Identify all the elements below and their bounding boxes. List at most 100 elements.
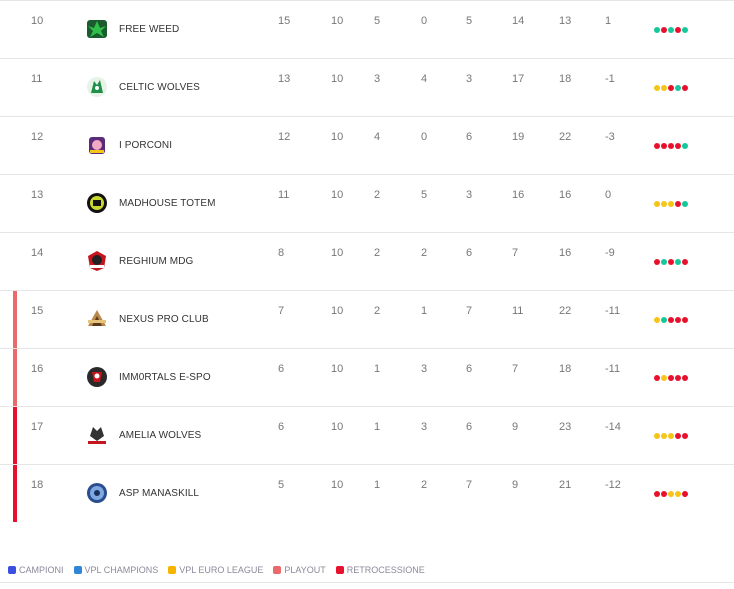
goals-for-cell: 19 — [512, 131, 525, 143]
position-cell: 10 — [31, 15, 44, 27]
points-cell: 7 — [278, 305, 285, 317]
legend-swatch — [335, 566, 344, 574]
goal-diff-cell: -9 — [605, 247, 615, 259]
goals-against-cell: 13 — [559, 15, 572, 27]
form-dot-loss — [682, 433, 688, 439]
legend-swatch — [168, 566, 177, 574]
legend-label: VPL EURO LEAGUE — [179, 565, 264, 575]
form-dot-loss — [668, 143, 674, 149]
losses-cell: 3 — [466, 73, 473, 85]
draws-cell: 5 — [421, 189, 428, 201]
team-name-link[interactable]: I PORCONI — [119, 140, 173, 151]
points-cell: 6 — [278, 421, 285, 433]
points-cell: 5 — [278, 479, 285, 491]
played-cell: 10 — [331, 73, 344, 85]
position-cell: 13 — [31, 189, 44, 201]
goals-for-cell: 7 — [512, 247, 519, 259]
table-row[interactable]: 14 REGHIUM MDG 8 10 2 2 6 7 16 -9 — [0, 232, 734, 290]
goal-diff-cell: 1 — [605, 15, 612, 27]
goals-against-cell: 23 — [559, 421, 572, 433]
team-name-link[interactable]: FREE WEED — [119, 24, 180, 35]
goals-against-cell: 16 — [559, 247, 572, 259]
table-row[interactable]: 17 AMELIA WOLVES 6 10 1 3 6 9 23 -14 — [0, 406, 734, 464]
legend: CAMPIONI VPL CHAMPIONS VPL EURO LEAGUE PLAY… — [8, 563, 425, 577]
form-dot-win — [668, 27, 674, 33]
wins-cell: 4 — [374, 131, 381, 143]
team-name-link[interactable]: REGHIUM MDG — [119, 256, 194, 267]
playout-zone-indicator — [13, 291, 17, 348]
table-row[interactable]: 13 MADHOUSE TOTEM 11 10 2 5 3 16 16 0 — [0, 174, 734, 232]
reghium-mdg-logo — [86, 250, 108, 272]
table-row[interactable]: 18 ASP MANASKILL 5 10 1 2 7 9 21 -12 — [0, 464, 734, 522]
form-dot-loss — [654, 375, 660, 381]
wins-cell: 2 — [374, 189, 381, 201]
legend-label: CAMPIONI — [19, 565, 64, 575]
draws-cell: 2 — [421, 479, 428, 491]
form-dot-win — [675, 85, 681, 91]
team-name-link[interactable]: ASP MANASKILL — [119, 488, 200, 499]
retrocessione-zone-indicator — [13, 465, 17, 522]
form-dot-loss — [675, 317, 681, 323]
wins-cell: 3 — [374, 73, 381, 85]
draws-cell: 0 — [421, 131, 428, 143]
losses-cell: 6 — [466, 131, 473, 143]
legend-label: VPL CHAMPIONS — [84, 565, 159, 575]
position-cell: 17 — [31, 421, 44, 433]
form-dot-win — [675, 259, 681, 265]
played-cell: 10 — [331, 305, 344, 317]
played-cell: 10 — [331, 247, 344, 259]
position-cell: 15 — [31, 305, 44, 317]
losses-cell: 6 — [466, 421, 473, 433]
form-dot-loss — [668, 85, 674, 91]
wins-cell: 2 — [374, 305, 381, 317]
position-cell: 16 — [31, 363, 44, 375]
wins-cell: 1 — [374, 421, 381, 433]
draws-cell: 3 — [421, 363, 428, 375]
legend-item: RETROCESSIONE — [335, 565, 425, 575]
draws-cell: 2 — [421, 247, 428, 259]
team-name-link[interactable]: AMELIA WOLVES — [119, 430, 202, 441]
legend-item: CAMPIONI — [8, 565, 64, 575]
form-dot-loss — [675, 27, 681, 33]
form-dot-win — [661, 317, 667, 323]
losses-cell: 6 — [466, 247, 473, 259]
played-cell: 10 — [331, 479, 344, 491]
form-dot-draw — [654, 433, 660, 439]
wins-cell: 5 — [374, 15, 381, 27]
goals-against-cell: 18 — [559, 363, 572, 375]
losses-cell: 7 — [466, 479, 473, 491]
team-name-link[interactable]: CELTIC WOLVES — [119, 82, 200, 93]
form-dot-loss — [661, 491, 667, 497]
legend-swatch — [273, 566, 282, 574]
table-row[interactable]: 11 CELTIC WOLVES 13 10 3 4 3 17 18 -1 — [0, 58, 734, 116]
form-dot-loss — [654, 259, 660, 265]
table-row[interactable]: 16 IMM0RTALS E-SPO 6 10 1 3 6 7 18 -11 — [0, 348, 734, 406]
form-dot-draw — [668, 491, 674, 497]
i-porconi-logo — [86, 134, 108, 156]
legend-item: VPL EURO LEAGUE — [168, 565, 263, 575]
losses-cell: 5 — [466, 15, 473, 27]
goals-against-cell: 18 — [559, 73, 572, 85]
immortals-e-spo-logo — [86, 366, 108, 388]
table-row[interactable]: 10 FREE WEED 15 10 5 0 5 14 13 1 — [0, 0, 734, 58]
played-cell: 10 — [331, 15, 344, 27]
team-name-link[interactable]: NEXUS PRO CLUB — [119, 314, 209, 325]
team-name-link[interactable]: IMM0RTALS E-SPO — [119, 372, 211, 383]
played-cell: 10 — [331, 421, 344, 433]
form-indicator — [654, 143, 688, 149]
played-cell: 10 — [331, 189, 344, 201]
played-cell: 10 — [331, 131, 344, 143]
form-indicator — [654, 259, 688, 265]
table-row[interactable]: 15 NEXUS PRO CLUB 7 10 2 1 7 11 22 -11 — [0, 290, 734, 348]
goal-diff-cell: -11 — [605, 305, 621, 317]
points-cell: 12 — [278, 131, 291, 143]
form-dot-draw — [661, 201, 667, 207]
form-indicator — [654, 375, 688, 381]
form-indicator — [654, 317, 688, 323]
form-dot-win — [682, 27, 688, 33]
legend-swatch — [8, 566, 16, 574]
table-row[interactable]: 12 I PORCONI 12 10 4 0 6 19 22 -3 — [0, 116, 734, 174]
standings-table: 10 FREE WEED 15 10 5 0 5 14 13 1 11 CELTIC WOLVES 13… — [0, 0, 734, 522]
team-name-link[interactable]: MADHOUSE TOTEM — [119, 198, 216, 209]
goals-for-cell: 7 — [512, 363, 519, 375]
